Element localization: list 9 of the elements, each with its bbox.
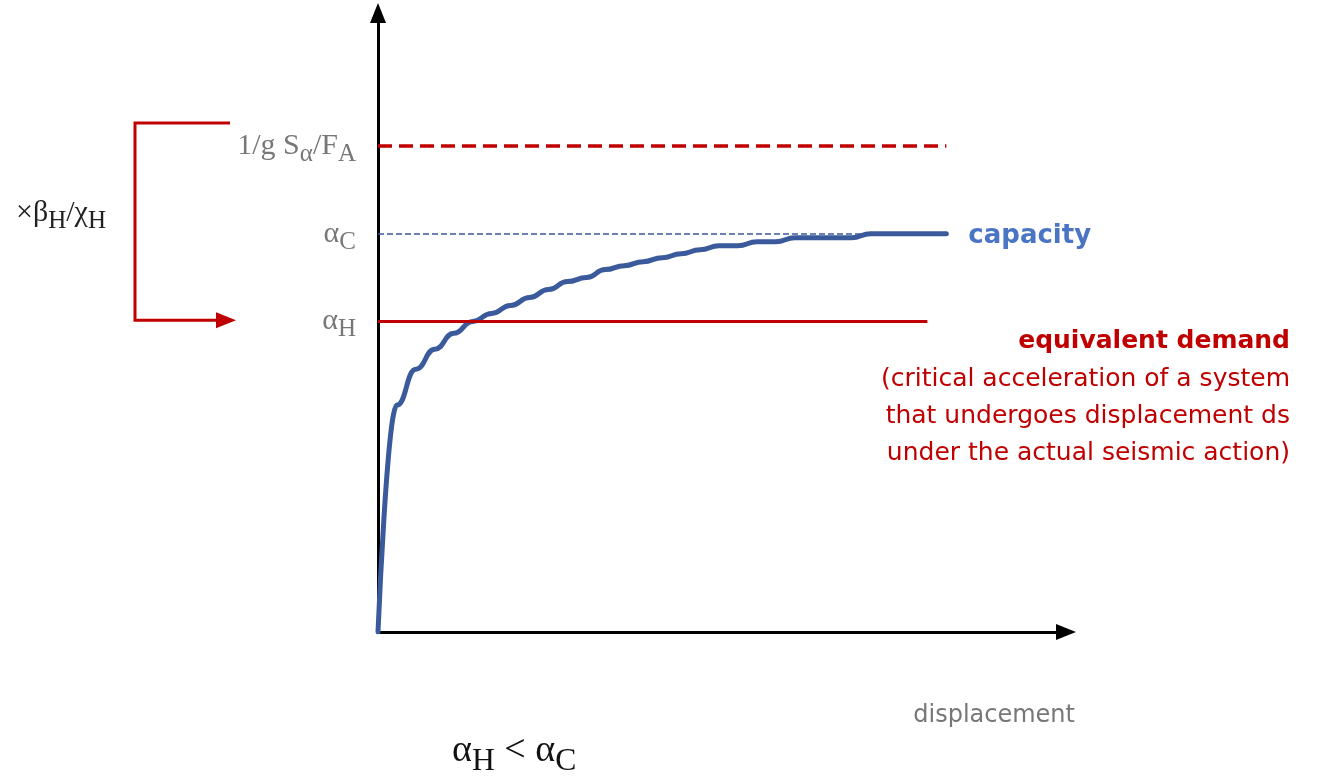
ref-line-label: α$_{C}$ (323, 213, 356, 256)
annotation: equivalent demand (1018, 325, 1290, 355)
ref-line-label: α$_{H}$ (322, 301, 356, 344)
annotation: (critical acceleration of a system that undergoes displacement ds under the actual seismic action) (879, 362, 1290, 469)
ref-line-label: 1/g S$_{α}$/F$_{A}$ (237, 126, 356, 169)
text: ×β$_{H}$/χ$_{H}$ (16, 193, 106, 234)
x-axis-title: displacement (913, 700, 1075, 728)
series-label: capacity (968, 218, 1092, 249)
text: α$_{H}$ < α$_{C}$ (452, 726, 577, 778)
